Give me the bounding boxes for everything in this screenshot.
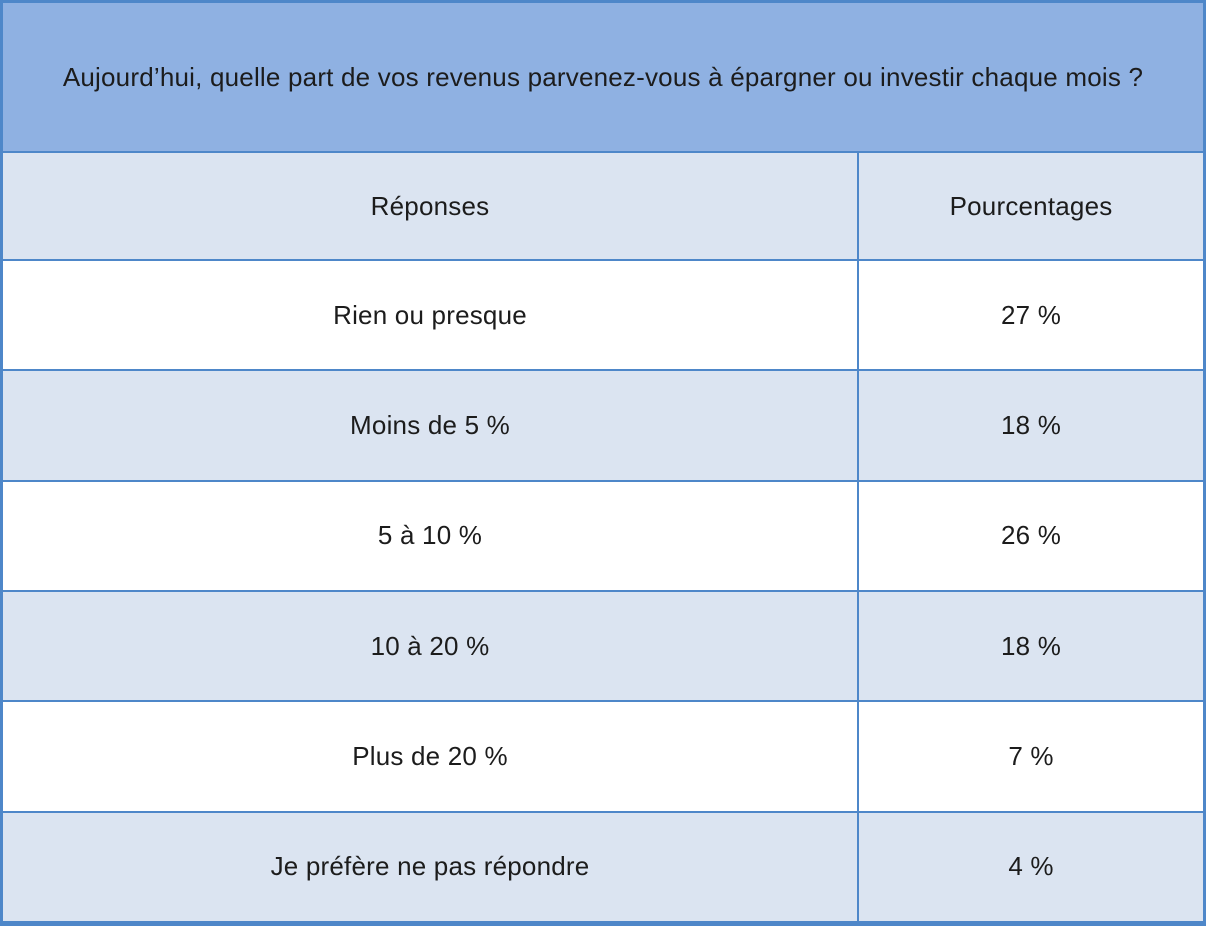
table-title-row: Aujourd’hui, quelle part de vos revenus … — [0, 0, 1206, 154]
answer-cell: Rien ou presque — [0, 258, 860, 372]
table-row: Je préfère ne pas répondre 4 % — [0, 810, 1206, 925]
answer-cell: Moins de 5 % — [0, 369, 860, 482]
percentage-cell: 18 % — [857, 589, 1206, 703]
answer-cell: Plus de 20 % — [0, 700, 860, 813]
answer-cell: 10 à 20 % — [0, 589, 860, 703]
table-row: Moins de 5 % 18 % — [0, 369, 1206, 482]
table-row: Plus de 20 % 7 % — [0, 700, 1206, 813]
percentage-cell: 18 % — [857, 369, 1206, 482]
percentage-cell: 26 % — [857, 479, 1206, 592]
table-title-cell: Aujourd’hui, quelle part de vos revenus … — [0, 0, 1206, 154]
table-row: 10 à 20 % 18 % — [0, 589, 1206, 703]
percentage-cell: 27 % — [857, 258, 1206, 372]
column-header-percentages: Pourcentages — [857, 151, 1206, 261]
table-title: Aujourd’hui, quelle part de vos revenus … — [62, 61, 1144, 92]
percentage-cell: 7 % — [857, 700, 1206, 813]
column-header-answers: Réponses — [0, 151, 860, 261]
percentage-cell: 4 % — [857, 810, 1206, 925]
answer-cell: Je préfère ne pas répondre — [0, 810, 860, 925]
table-row: Rien ou presque 27 % — [0, 258, 1206, 372]
table-row: 5 à 10 % 26 % — [0, 479, 1206, 592]
table-header-row: Réponses Pourcentages — [0, 151, 1206, 261]
answer-cell: 5 à 10 % — [0, 479, 860, 592]
